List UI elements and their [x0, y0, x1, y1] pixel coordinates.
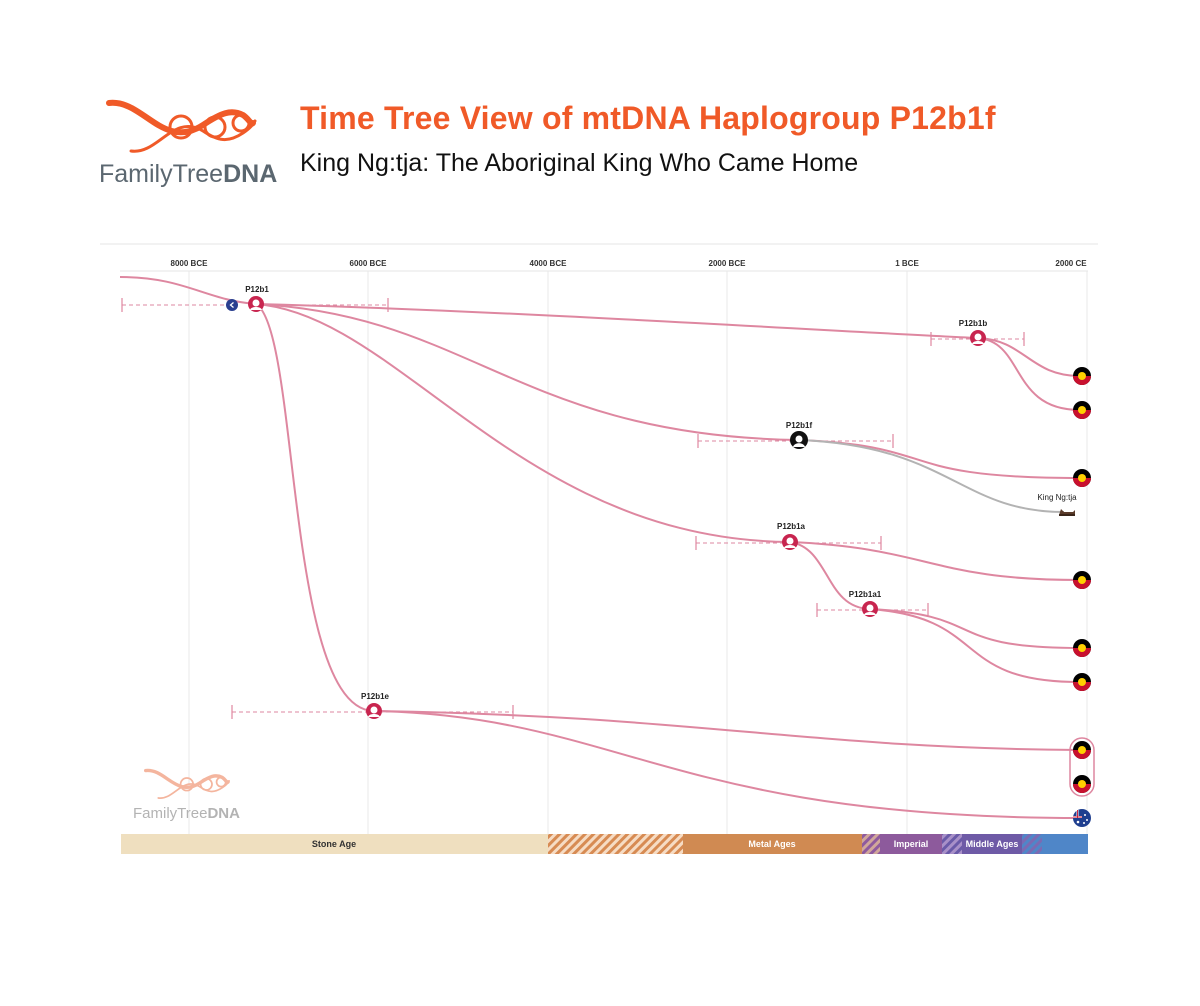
haplogroup-node-p12b1a[interactable]	[782, 534, 798, 550]
era-label-imperial: Imperial	[894, 839, 929, 849]
branch	[977, 337, 1081, 411]
tree-branches	[119, 276, 1081, 819]
haplogroup-node-p12b1e[interactable]	[366, 703, 382, 719]
australia-flag-icon[interactable]	[1073, 809, 1091, 827]
logo-helix-icon	[106, 99, 257, 153]
axis-tick-label: 4000 BCE	[530, 259, 568, 268]
person-icon	[974, 333, 982, 341]
watermark-wordmark: FamilyTreeDNA	[133, 805, 240, 822]
node-label-p12b1e: P12b1e	[361, 692, 390, 701]
haplogroup-node-p12b1a1[interactable]	[862, 601, 878, 617]
era-transition	[1022, 834, 1042, 854]
axis-tick-label: 8000 BCE	[171, 259, 209, 268]
king-ngtja-label: King Ng:tja	[1037, 493, 1077, 502]
watermark-text-bold: DNA	[207, 805, 240, 822]
axis-tick-label: 2000 BCE	[709, 259, 747, 268]
branch	[255, 303, 979, 339]
node-label-p12b1f: P12b1f	[786, 421, 813, 430]
ancient-remains-icon[interactable]	[1059, 509, 1075, 516]
aboriginal-flag-icon[interactable]	[1073, 401, 1091, 419]
branch	[869, 608, 1081, 683]
era-imperial	[880, 834, 942, 854]
haplogroup-node-p12b1[interactable]	[248, 296, 264, 312]
logo-text-bold: DNA	[223, 160, 278, 188]
axis-tick-label: 1 BCE	[895, 259, 919, 268]
era-stone-age	[121, 834, 548, 854]
era-metal-ages	[683, 834, 862, 854]
era-transition	[862, 834, 880, 854]
branch	[255, 303, 800, 441]
aboriginal-flag-icon[interactable]	[1073, 367, 1091, 385]
watermark-helix-icon	[143, 768, 230, 799]
branch	[373, 710, 1081, 819]
interval-caps	[121, 298, 1025, 719]
branch	[373, 710, 1081, 751]
branch	[255, 303, 375, 712]
node-label-p12b1a1: P12b1a1	[849, 590, 882, 599]
era-label-metal-ages: Metal Ages	[748, 839, 795, 849]
branch	[119, 276, 257, 305]
aboriginal-flag-icon[interactable]	[1073, 741, 1091, 759]
node-label-p12b1: P12b1	[245, 285, 269, 294]
branch	[977, 337, 1081, 377]
aboriginal-flag-icon[interactable]	[1073, 673, 1091, 691]
person-icon	[252, 299, 260, 307]
aboriginal-flag-icon[interactable]	[1073, 469, 1091, 487]
page-title: Time Tree View of mtDNA Haplogroup P12b1…	[300, 100, 996, 136]
logo-wordmark: FamilyTreeDNA	[99, 160, 277, 189]
branch	[789, 541, 1081, 581]
watermark-text-light: FamilyTree	[133, 805, 208, 822]
haplogroup-node-p12b1b[interactable]	[970, 330, 986, 346]
sample-group-outline	[1069, 737, 1095, 797]
parent-nav-button[interactable]	[226, 299, 238, 311]
era-label-middle-ages: Middle Ages	[966, 839, 1019, 849]
king-branch	[798, 439, 1065, 513]
page-subtitle: King Ng:tja: The Aboriginal King Who Cam…	[300, 149, 859, 177]
person-icon	[786, 537, 794, 545]
branch	[798, 439, 1081, 479]
era-middle-ages	[962, 834, 1022, 854]
era-transition	[548, 834, 683, 854]
confidence-intervals	[122, 304, 1024, 713]
aboriginal-flag-icon[interactable]	[1073, 775, 1091, 793]
node-label-p12b1a: P12b1a	[777, 522, 806, 531]
era-transition	[942, 834, 962, 854]
aboriginal-flag-icon[interactable]	[1073, 639, 1091, 657]
person-icon	[370, 706, 378, 714]
axis-tick-label: 2000 CE	[1055, 259, 1087, 268]
branch	[869, 608, 1081, 649]
era-modern	[1042, 834, 1088, 854]
person-icon	[795, 435, 803, 443]
grid-lines	[188, 271, 1088, 834]
era-label-stone-age: Stone Age	[312, 839, 356, 849]
branch	[255, 303, 791, 543]
axis-tick-label: 6000 BCE	[350, 259, 388, 268]
branch	[789, 541, 871, 610]
person-icon	[866, 604, 874, 612]
chevron-left-icon	[229, 302, 234, 308]
aboriginal-flag-icon[interactable]	[1073, 571, 1091, 589]
haplogroup-node-p12b1f[interactable]	[790, 431, 808, 449]
logo-text-light: FamilyTree	[99, 160, 224, 188]
era-bar	[121, 834, 1088, 854]
node-label-p12b1b: P12b1b	[959, 319, 988, 328]
